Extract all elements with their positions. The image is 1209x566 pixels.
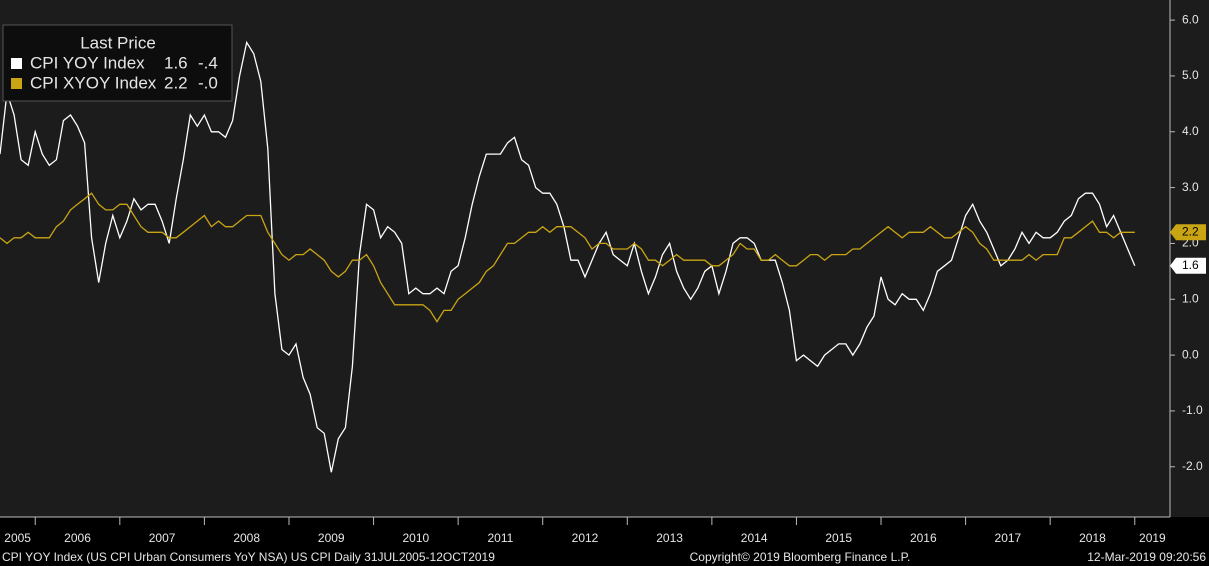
legend-swatch [11, 58, 22, 69]
x-tick-label: 2006 [64, 531, 91, 545]
x-tick-label: 2010 [402, 531, 429, 545]
x-tick-label: 2019 [1139, 531, 1166, 545]
last-value-label: 1.6 [1182, 258, 1199, 272]
y-tick-label: 0.0 [1182, 347, 1199, 361]
legend-label: CPI YOY Index [30, 53, 145, 72]
last-value-label: 2.2 [1182, 224, 1199, 238]
x-tick-label: 2011 [488, 531, 514, 545]
x-tick-label: 2016 [910, 531, 937, 545]
x-tick-label: 2007 [149, 531, 176, 545]
footer-copyright: Copyright© 2019 Bloomberg Finance L.P. [690, 550, 911, 564]
x-tick-label: 2005 [4, 531, 31, 545]
y-tick-label: 1.0 [1182, 291, 1199, 305]
y-tick-label: -2.0 [1182, 459, 1203, 473]
y-tick-label: -1.0 [1182, 403, 1203, 417]
y-tick-label: 5.0 [1182, 68, 1199, 82]
series-line [0, 40, 1136, 473]
x-tick-label: 2009 [318, 531, 345, 545]
series-line [0, 192, 1135, 323]
last-value-tag [1170, 257, 1206, 274]
y-tick-label: 6.0 [1182, 12, 1199, 26]
footer-timestamp: 12-Mar-2019 09:20:56 [1087, 550, 1206, 564]
legend: Last Price CPI YOY Index 1.6 -.4 CPI XYOY I… [2, 24, 233, 102]
x-tick-label: 2014 [741, 531, 768, 545]
x-tick-label: 2008 [233, 531, 260, 545]
legend-box [2, 24, 233, 102]
last-value-tag [1170, 224, 1206, 241]
footer-left: CPI YOY Index (US CPI Urban Consumers Yo… [2, 550, 495, 564]
y-tick-label: 4.0 [1182, 124, 1199, 138]
axis-background [0, 517, 1209, 566]
legend-title: Last Price [80, 33, 156, 52]
y-tick-label: 3.0 [1182, 180, 1199, 194]
plot [0, 40, 1136, 473]
legend-change: -.4 [198, 53, 218, 72]
x-tick-label: 2018 [1079, 531, 1106, 545]
legend-label: CPI XYOY Index [30, 73, 157, 92]
x-tick-label: 2013 [656, 531, 683, 545]
x-tick-label: 2015 [825, 531, 852, 545]
legend-last: 2.2 [164, 73, 188, 92]
legend-swatch [11, 78, 22, 89]
x-tick-label: 2012 [572, 531, 599, 545]
legend-last: 1.6 [164, 53, 188, 72]
x-tick-label: 2017 [995, 531, 1022, 545]
legend-change: -.0 [198, 73, 218, 92]
